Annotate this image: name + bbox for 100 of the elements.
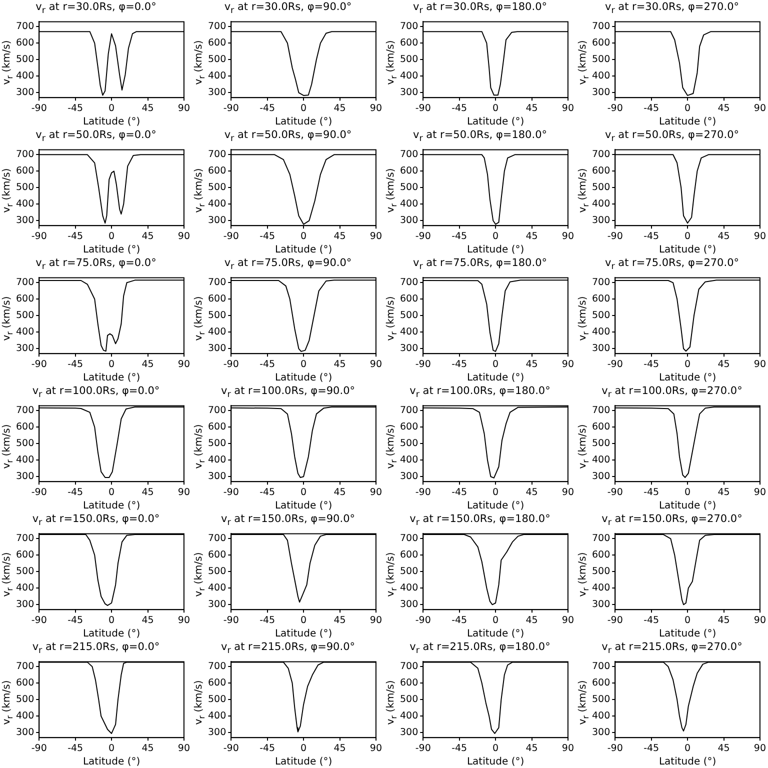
y-tick-label: 500 — [592, 182, 610, 194]
x-tick-label: -90 — [415, 358, 431, 370]
x-tick-label: 90 — [754, 486, 766, 498]
y-tick-label: 700 — [16, 149, 34, 160]
y-tick-label: 700 — [400, 277, 418, 288]
x-tick-label: -45 — [68, 742, 84, 754]
chart-title: v$_{r}$ at r=75.0Rs, φ=270.0° — [604, 257, 740, 272]
x-tick-label: 0 — [300, 230, 307, 242]
y-tick-label: 500 — [16, 54, 34, 66]
x-axis-title: Latitude (°) — [274, 628, 332, 640]
y-tick-label: 700 — [400, 405, 418, 416]
chart-title: v$_{r}$ at r=150.0Rs, φ=180.0° — [408, 513, 552, 528]
y-tick-label: 300 — [400, 87, 418, 98]
y-tick-label: 700 — [16, 405, 34, 416]
y-tick-label: 400 — [16, 454, 34, 466]
x-tick-label: -45 — [644, 614, 660, 626]
x-tick-label: -90 — [415, 742, 431, 754]
y-tick-label: 300 — [16, 215, 34, 226]
x-tick-label: 90 — [370, 486, 382, 498]
y-tick-label: 300 — [592, 599, 610, 610]
x-tick-label: 90 — [754, 742, 766, 754]
y-tick-label: 600 — [208, 422, 226, 433]
x-tick-label: -45 — [260, 742, 276, 754]
y-tick-label: 500 — [16, 310, 34, 322]
y-tick-label: 500 — [400, 438, 418, 450]
x-tick-label: 45 — [142, 486, 154, 498]
x-tick-label: 0 — [300, 614, 307, 626]
y-tick-label: 500 — [16, 438, 34, 450]
y-tick-label: 500 — [208, 182, 226, 194]
chart-title: v$_{r}$ at r=100.0Rs, φ=180.0° — [408, 385, 552, 400]
x-tick-label: 90 — [178, 742, 190, 754]
x-axis-title: Latitude (°) — [82, 116, 140, 128]
y-tick-label: 500 — [208, 694, 226, 706]
chart-title: v$_{r}$ at r=100.0Rs, φ=270.0° — [600, 385, 744, 400]
x-tick-label: -45 — [260, 486, 276, 498]
y-tick-label: 600 — [16, 422, 34, 433]
y-tick-label: 600 — [208, 550, 226, 561]
x-axis-title: Latitude (°) — [466, 244, 524, 256]
x-tick-label: 45 — [334, 358, 346, 370]
x-tick-label: 45 — [334, 102, 346, 114]
x-tick-label: 0 — [492, 486, 499, 498]
x-tick-label: 90 — [370, 358, 382, 370]
y-tick-label: 600 — [592, 678, 610, 689]
x-tick-label: 0 — [108, 230, 115, 242]
y-tick-label: 300 — [400, 599, 418, 610]
y-tick-label: 400 — [16, 582, 34, 594]
x-tick-label: 90 — [370, 102, 382, 114]
y-tick-label: 600 — [592, 38, 610, 49]
x-tick-label: -90 — [31, 358, 47, 370]
x-tick-label: 90 — [562, 102, 574, 114]
x-tick-label: 90 — [562, 614, 574, 626]
y-tick-label: 300 — [592, 215, 610, 226]
chart-title: v$_{r}$ at r=75.0Rs, φ=0.0° — [34, 257, 158, 272]
x-tick-label: 0 — [684, 486, 691, 498]
x-tick-label: 45 — [142, 614, 154, 626]
y-tick-label: 300 — [208, 343, 226, 354]
y-tick-label: 400 — [400, 454, 418, 466]
x-axis-title: Latitude (°) — [658, 116, 716, 128]
x-tick-label: 90 — [178, 614, 190, 626]
y-tick-label: 300 — [208, 471, 226, 482]
x-tick-label: 45 — [526, 742, 538, 754]
x-tick-label: -45 — [68, 486, 84, 498]
y-tick-label: 400 — [400, 582, 418, 594]
x-tick-label: 90 — [370, 230, 382, 242]
x-tick-label: 45 — [718, 614, 730, 626]
x-tick-label: -90 — [31, 742, 47, 754]
x-tick-label: 45 — [334, 742, 346, 754]
chart-title: v$_{r}$ at r=100.0Rs, φ=0.0° — [31, 385, 161, 400]
chart-title: v$_{r}$ at r=30.0Rs, φ=90.0° — [223, 1, 353, 16]
x-tick-label: -90 — [607, 358, 623, 370]
x-tick-label: 90 — [562, 358, 574, 370]
x-tick-label: -45 — [68, 230, 84, 242]
x-tick-label: -45 — [260, 230, 276, 242]
y-tick-label: 500 — [16, 694, 34, 706]
x-tick-label: 45 — [718, 742, 730, 754]
x-tick-label: 90 — [562, 486, 574, 498]
x-tick-label: -90 — [607, 742, 623, 754]
y-tick-label: 700 — [208, 405, 226, 416]
y-tick-label: 300 — [16, 87, 34, 98]
y-tick-label: 300 — [16, 727, 34, 738]
y-tick-label: 600 — [400, 678, 418, 689]
y-tick-label: 700 — [592, 21, 610, 32]
y-tick-label: 400 — [592, 710, 610, 722]
x-tick-label: 90 — [178, 230, 190, 242]
x-tick-label: 0 — [492, 230, 499, 242]
y-tick-label: 600 — [400, 550, 418, 561]
y-tick-label: 500 — [208, 566, 226, 578]
y-tick-label: 400 — [400, 70, 418, 82]
y-tick-label: 300 — [400, 727, 418, 738]
chart-title: v$_{r}$ at r=75.0Rs, φ=180.0° — [412, 257, 548, 272]
y-tick-label: 700 — [208, 277, 226, 288]
x-axis-title: Latitude (°) — [466, 628, 524, 640]
x-tick-label: -90 — [31, 102, 47, 114]
y-tick-label: 300 — [208, 727, 226, 738]
y-tick-label: 300 — [16, 599, 34, 610]
y-tick-label: 600 — [208, 166, 226, 177]
x-tick-label: -90 — [223, 486, 239, 498]
x-tick-label: 45 — [142, 742, 154, 754]
y-tick-label: 400 — [16, 198, 34, 210]
y-tick-label: 600 — [592, 294, 610, 305]
